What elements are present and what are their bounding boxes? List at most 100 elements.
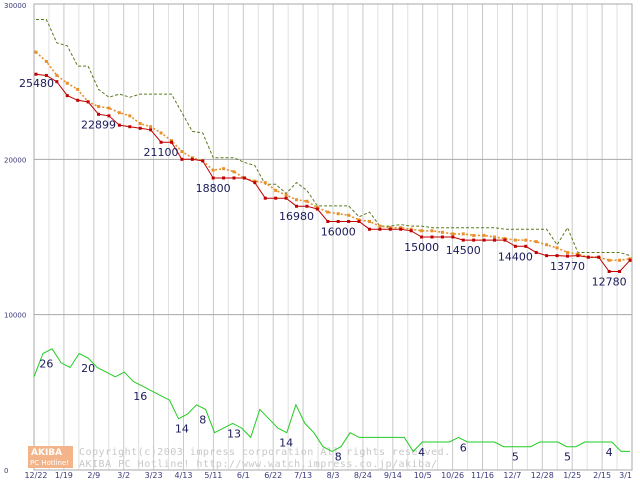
- point-average-price: [451, 232, 455, 236]
- point-min-price: [336, 219, 340, 223]
- point-min-price: [378, 227, 382, 231]
- point-average-price: [513, 238, 517, 242]
- price-label: 18800: [196, 182, 231, 195]
- point-min-price: [524, 244, 528, 248]
- point-min-price: [128, 125, 132, 129]
- count-label: 26: [39, 358, 53, 371]
- point-average-price: [232, 170, 236, 174]
- point-min-price: [503, 238, 507, 242]
- series-lines: [33, 19, 632, 453]
- count-label: 8: [335, 451, 342, 464]
- series-line-average-price: [35, 51, 631, 262]
- count-label: 14: [175, 423, 189, 436]
- point-min-price: [440, 235, 444, 239]
- watermark: AKIBA PC Hotline! Copyright(c)2003 impre…: [28, 446, 450, 470]
- count-label: 6: [460, 441, 467, 454]
- y-tick-label: 20000: [4, 156, 26, 164]
- point-average-price: [107, 106, 111, 110]
- point-min-price: [305, 204, 309, 208]
- point-average-price: [534, 240, 538, 244]
- point-min-price: [597, 255, 601, 259]
- x-tick-label: 1/25: [563, 471, 581, 480]
- price-label: 14400: [498, 250, 533, 263]
- price-label: 13770: [550, 260, 585, 273]
- akiba-logo-text: AKIBA: [31, 448, 62, 458]
- point-average-price: [409, 227, 413, 231]
- point-average-price: [97, 105, 101, 109]
- series-line-max-price: [36, 19, 631, 257]
- point-average-price: [576, 252, 580, 256]
- data-labels: 25480 22899 21100 18800 16980 16000 15000 14500…: [19, 77, 627, 463]
- point-average-price: [295, 198, 299, 202]
- x-tick-label: 3/1: [619, 471, 632, 480]
- point-min-price: [565, 254, 569, 258]
- count-label: 5: [512, 451, 519, 464]
- price-label: 16000: [321, 225, 356, 238]
- point-min-price: [472, 238, 476, 242]
- point-average-price: [326, 210, 330, 214]
- y-tick-label: 30000: [4, 2, 26, 10]
- point-min-price: [420, 235, 424, 239]
- series-line-min-price: [35, 73, 631, 272]
- point-min-price: [86, 100, 90, 104]
- x-tick-label: 12/22: [24, 471, 47, 480]
- point-average-price: [388, 226, 392, 230]
- point-min-price: [315, 207, 319, 211]
- point-average-price: [180, 150, 184, 154]
- point-average-price: [149, 125, 153, 129]
- x-tick-label: 11/16: [471, 471, 494, 480]
- price-label: 12780: [592, 275, 627, 288]
- point-min-price: [201, 159, 205, 163]
- akiba-logo: [28, 446, 73, 468]
- point-average-price: [565, 251, 569, 255]
- x-tick-label: 9/14: [384, 471, 402, 480]
- point-average-price: [315, 205, 319, 209]
- point-average-price: [274, 188, 278, 192]
- point-min-price: [169, 140, 173, 144]
- point-average-price: [367, 219, 371, 223]
- price-label: 14500: [446, 244, 481, 257]
- count-label: 14: [279, 437, 293, 450]
- y-axis-ticks: 0 10000 20000 30000: [4, 2, 26, 475]
- akiba-logo-subtext: PC Hotline!: [30, 459, 69, 467]
- point-min-price: [607, 269, 611, 273]
- point-average-price: [128, 114, 132, 118]
- point-average-price: [253, 179, 257, 183]
- point-min-price: [65, 94, 69, 98]
- point-min-price: [628, 258, 632, 262]
- x-tick-label: 8/24: [354, 471, 372, 480]
- point-average-price: [378, 224, 382, 228]
- point-average-price: [472, 233, 476, 237]
- x-tick-label: 12/28: [531, 471, 554, 480]
- point-min-price: [430, 235, 434, 239]
- point-average-price: [190, 156, 194, 160]
- x-tick-label: 5/11: [204, 471, 222, 480]
- point-min-price: [576, 254, 580, 258]
- point-min-price: [97, 112, 101, 116]
- x-tick-label: 2/9: [87, 471, 100, 480]
- point-min-price: [211, 176, 215, 180]
- point-min-price: [263, 196, 267, 200]
- point-min-price: [117, 123, 121, 127]
- point-average-price: [607, 258, 611, 262]
- point-average-price: [65, 81, 69, 85]
- point-min-price: [232, 176, 236, 180]
- point-min-price: [513, 244, 517, 248]
- point-average-price: [55, 73, 59, 77]
- point-average-price: [503, 237, 507, 241]
- point-min-price: [138, 126, 142, 130]
- point-min-price: [295, 204, 299, 208]
- point-average-price: [284, 193, 288, 197]
- point-min-price: [534, 251, 538, 255]
- x-tick-label: 10/26: [441, 471, 464, 480]
- price-label: 16980: [279, 210, 314, 223]
- point-average-price: [420, 229, 424, 233]
- point-average-price: [211, 168, 215, 172]
- point-average-price: [399, 226, 403, 230]
- point-min-price: [367, 227, 371, 231]
- point-average-price: [117, 111, 121, 115]
- x-tick-label: 3/23: [145, 471, 163, 480]
- point-min-price: [44, 73, 48, 77]
- point-min-price: [242, 176, 246, 180]
